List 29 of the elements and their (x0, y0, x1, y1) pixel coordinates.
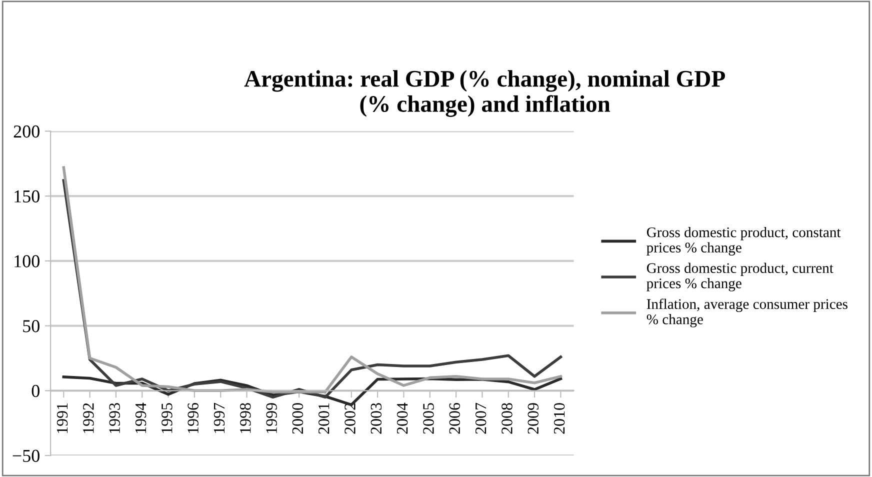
y-tick-label: 200 (14, 125, 40, 138)
x-tick-label: 1992 (83, 403, 94, 434)
legend-label: Gross domestic product, constant prices % change (646, 226, 841, 256)
x-tick-label: 2007 (475, 402, 486, 434)
x-tick-label: 1993 (109, 403, 120, 434)
x-tick-label: 2010 (554, 403, 565, 434)
x-tick-label: 1999 (266, 403, 277, 434)
x-tick-label: 1994 (135, 402, 146, 434)
x-tick-label: 2005 (423, 403, 434, 434)
chart-title: Argentina: real GDP (% change), nominal GDP (% change) and inflation (244, 70, 725, 117)
x-tick-label: 2001 (318, 403, 330, 434)
x-tick-label: 2006 (449, 402, 460, 434)
x-tick-label: 1996 (188, 402, 198, 434)
x-tick-label: 1998 (240, 403, 251, 434)
x-tick-label: 2000 (292, 403, 304, 434)
y-tick-label: 50 (23, 320, 40, 332)
y-tick-label: 100 (14, 255, 40, 268)
y-tick-label: 150 (14, 190, 40, 202)
x-tick-label: 1995 (162, 403, 172, 434)
x-tick-label: 2008 (502, 403, 512, 434)
x-tick-label: 2004 (396, 402, 408, 434)
x-tick-label: 1997 (214, 402, 225, 434)
y-tick-label: −50 (12, 450, 40, 462)
x-tick-label: 1991 (56, 403, 68, 434)
x-tick-label: 2003 (370, 403, 382, 434)
legend-label: Gross domestic product, current prices % change (646, 262, 834, 292)
legend-label: Inflation, average consumer prices % change (646, 298, 848, 328)
y-tick-label: 0 (32, 384, 40, 398)
x-tick-label: 2009 (528, 403, 539, 434)
